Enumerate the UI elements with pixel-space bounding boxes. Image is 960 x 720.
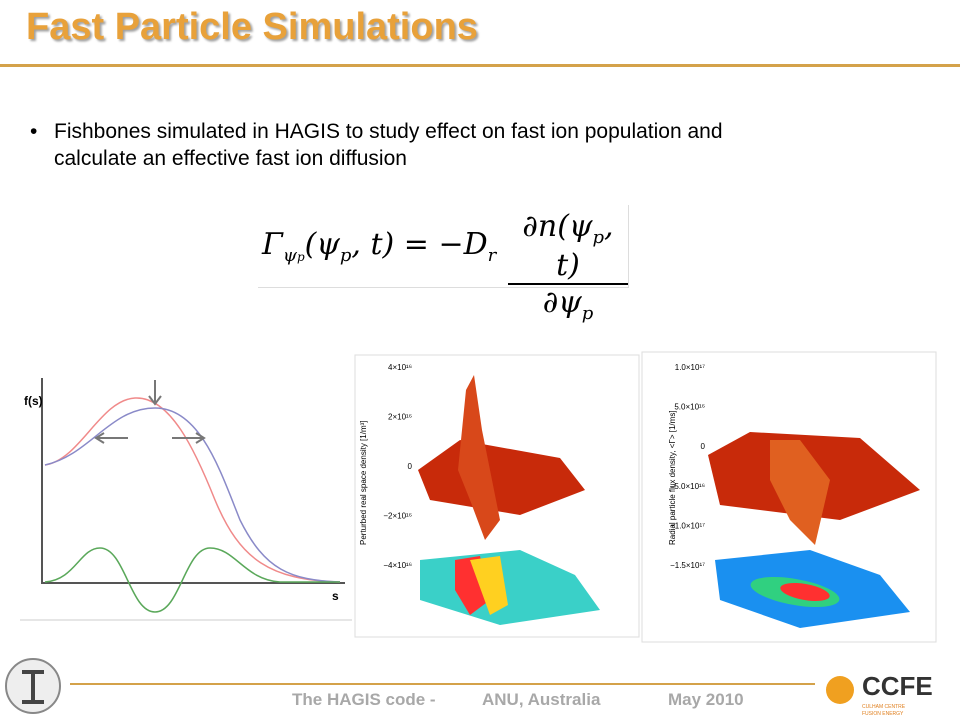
curve bbox=[44, 397, 341, 583]
curve bbox=[44, 407, 341, 583]
tick-label: 1.0×10¹⁷ bbox=[675, 363, 705, 372]
tick-label: −4×10¹⁶ bbox=[383, 561, 412, 570]
fraction: ∂n(ψp, t) ∂ψp bbox=[508, 209, 628, 324]
title-rule bbox=[0, 64, 960, 67]
footer-place: ANU, Australia bbox=[482, 690, 601, 709]
eq-part: , t) = −D bbox=[351, 227, 488, 262]
logo-sub: CULHAM CENTRE bbox=[862, 704, 906, 710]
y-label: Perturbed real space density [1/m³] bbox=[359, 420, 368, 545]
arrow bbox=[148, 380, 162, 406]
tick-label: 0 bbox=[408, 462, 413, 471]
eq-part: r bbox=[487, 245, 497, 266]
tick-label: 2×10¹⁶ bbox=[388, 413, 412, 422]
y-label: f(s) bbox=[24, 394, 43, 408]
eq-part: ψ bbox=[282, 245, 297, 266]
eq-part: p bbox=[296, 250, 305, 264]
logo-text: CCFE bbox=[862, 671, 933, 701]
tick-label: 4×10¹⁶ bbox=[388, 363, 412, 372]
tick-label: 5.0×10¹⁶ bbox=[674, 403, 705, 412]
eq-part: ∂ψ bbox=[542, 285, 582, 320]
eq-part: ∂n(ψ bbox=[522, 209, 593, 244]
tick-label: −5.0×10¹⁶ bbox=[670, 482, 705, 491]
equation: Γψp(ψp, t) = −Dr ∂n(ψp, t) ∂ψp bbox=[258, 205, 629, 324]
tick-label: −1.0×10¹⁷ bbox=[670, 521, 705, 530]
tick-label: −1.5×10¹⁷ bbox=[670, 561, 705, 570]
logo-mark bbox=[826, 676, 854, 704]
curve bbox=[44, 547, 340, 613]
footer-code: The HAGIS code - bbox=[292, 690, 436, 709]
contour bbox=[780, 583, 830, 601]
tick-label: −2×10¹⁶ bbox=[383, 512, 412, 521]
bullet: Fishbones simulated in HAGIS to study ef… bbox=[30, 118, 774, 172]
eq-part: p bbox=[592, 227, 605, 248]
eq-part: Γ bbox=[262, 227, 283, 262]
logo-sub: FUSION ENERGY bbox=[862, 711, 904, 717]
flux-plot: Radial particle flux density, <Γ> [1/ms]… bbox=[641, 351, 937, 643]
density-plot: Perturbed real space density [1/m³] 4×10… bbox=[354, 354, 640, 638]
peak bbox=[770, 440, 830, 545]
title: Fast Particle Simulations bbox=[26, 6, 478, 48]
eq-part: p bbox=[581, 303, 594, 324]
peak bbox=[458, 375, 500, 540]
tick-label: 0 bbox=[701, 442, 706, 451]
x-label: s bbox=[332, 589, 339, 603]
eq-part: , t) bbox=[556, 209, 614, 283]
eq-part: (ψ bbox=[304, 227, 340, 262]
y-label: Radial particle flux density, <Γ> [1/ms] bbox=[668, 410, 677, 545]
footer-date: May 2010 bbox=[668, 690, 744, 709]
contour bbox=[470, 556, 508, 615]
fs-plot: f(s) s bbox=[20, 378, 352, 621]
eq-part: p bbox=[339, 245, 352, 266]
arrow bbox=[94, 432, 206, 444]
logo-left bbox=[22, 670, 44, 704]
